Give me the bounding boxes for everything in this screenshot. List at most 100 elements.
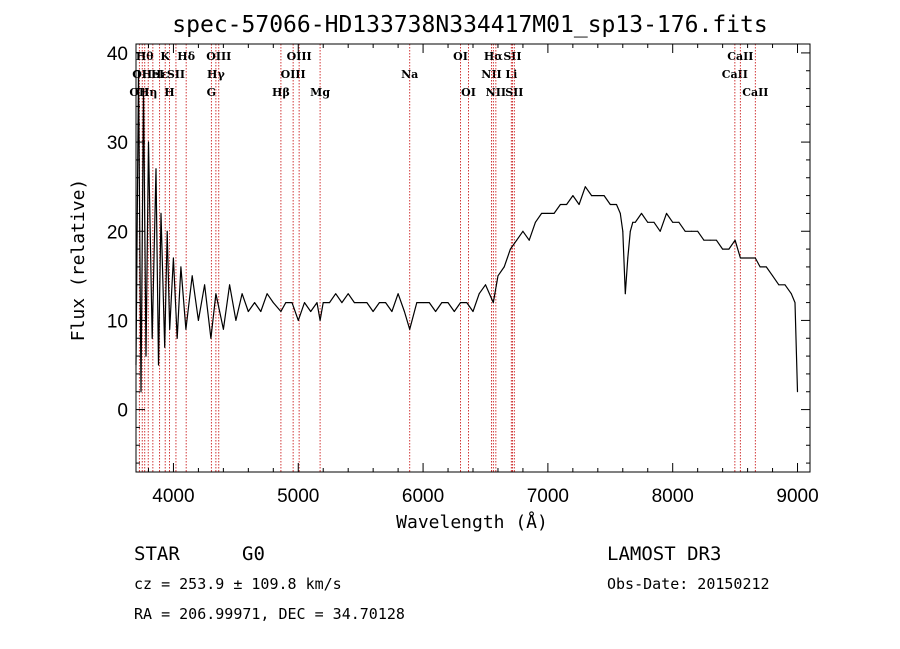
data-point <box>347 293 349 295</box>
data-point <box>629 230 631 232</box>
data-point <box>378 302 380 304</box>
data-point <box>155 168 157 170</box>
data-point <box>164 346 166 348</box>
x-tick-label: 9000 <box>776 486 818 507</box>
data-point <box>403 311 405 312</box>
data-point <box>210 337 212 339</box>
line-marker-label: Hβ <box>272 86 290 99</box>
data-point <box>360 302 362 304</box>
data-point <box>684 230 686 232</box>
line-marker-label: CaII <box>727 50 753 63</box>
data-point <box>180 266 182 268</box>
data-point <box>653 221 655 223</box>
x-tick-label: 5000 <box>277 486 319 507</box>
line-marker-label: SII <box>503 50 521 63</box>
data-point <box>603 195 605 197</box>
data-point <box>534 221 536 223</box>
data-point <box>266 293 268 295</box>
y-tick-label: 0 <box>117 401 128 422</box>
line-marker-label: OIII <box>281 68 306 81</box>
data-point <box>739 257 741 259</box>
data-point <box>319 319 321 321</box>
chart-title: spec-57066-HD133738N334417M01_sp13-176.f… <box>172 12 767 38</box>
data-point <box>609 204 611 205</box>
data-point <box>280 311 282 312</box>
data-point <box>160 212 162 214</box>
data-point <box>409 328 411 330</box>
data-point <box>641 212 642 214</box>
data-point <box>572 195 574 197</box>
plot-frame <box>135 43 811 473</box>
data-point <box>492 302 494 304</box>
data-point <box>790 293 792 295</box>
line-marker-label: Li <box>505 68 517 81</box>
data-point <box>197 319 199 321</box>
data-point <box>794 302 796 304</box>
y-tick-label: 20 <box>107 222 128 243</box>
data-point <box>578 204 580 205</box>
line-marker-label: OIII <box>206 50 231 63</box>
data-point <box>559 204 561 205</box>
data-point <box>316 302 318 304</box>
y-tick-label: 10 <box>107 311 128 332</box>
line-marker-label: CaII <box>742 86 768 99</box>
line-marker-label: NII <box>481 68 501 81</box>
data-point <box>759 266 761 268</box>
series-line-flux <box>135 70 799 393</box>
data-point <box>666 212 667 214</box>
line-marker-label: K <box>160 50 170 63</box>
data-point <box>778 284 780 286</box>
data-point <box>416 302 418 304</box>
data-point <box>627 257 629 259</box>
y-tick-label: 40 <box>107 44 128 65</box>
line-marker-label: Hθ <box>136 50 154 63</box>
data-point <box>797 391 798 393</box>
data-point <box>591 195 593 197</box>
data-point <box>624 293 626 295</box>
data-point <box>754 257 756 259</box>
data-point <box>385 302 387 304</box>
redshift-velocity: cz = 253.9 ± 109.8 km/s <box>134 575 342 593</box>
data-point <box>528 239 530 241</box>
data-point <box>632 221 634 223</box>
data-point <box>460 302 461 304</box>
data-point <box>353 302 355 304</box>
data-point <box>522 230 524 232</box>
data-point <box>472 311 474 312</box>
line-marker-label: Hε <box>151 68 168 81</box>
data-point <box>145 355 147 357</box>
data-point <box>310 311 312 312</box>
line-marker-label: SII <box>505 86 523 99</box>
data-point <box>647 221 649 223</box>
line-marker-label: Na <box>401 68 418 81</box>
line-marker-label: SII <box>167 68 185 81</box>
line-marker-label: Hη <box>139 86 157 99</box>
line-marker-label: Mg <box>310 86 330 99</box>
object-subclass: G0 <box>242 543 265 565</box>
data-point <box>172 257 174 259</box>
data-point <box>722 248 724 250</box>
data-point <box>584 186 586 188</box>
data-point <box>397 293 399 295</box>
data-point <box>447 302 449 304</box>
line-marker-label: HeI <box>142 68 165 81</box>
data-point <box>784 284 786 286</box>
data-point <box>478 293 480 295</box>
line-marker-label: Hα <box>484 50 503 63</box>
x-tick-label: 6000 <box>402 486 444 507</box>
data-point <box>335 293 337 295</box>
line-marker-label: G <box>207 86 216 99</box>
data-point <box>291 302 293 304</box>
data-point <box>272 302 274 304</box>
data-point <box>329 302 330 304</box>
line-marker-label: OIII <box>287 50 312 63</box>
line-marker-label: OI <box>461 86 476 99</box>
data-point <box>453 311 455 312</box>
data-point <box>441 302 443 304</box>
data-point <box>672 221 674 223</box>
data-point <box>422 302 424 304</box>
y-axis-label: Flux (relative) <box>68 179 89 342</box>
data-point <box>497 275 499 277</box>
line-marker-label: CaII <box>722 68 748 81</box>
data-point <box>428 302 430 304</box>
